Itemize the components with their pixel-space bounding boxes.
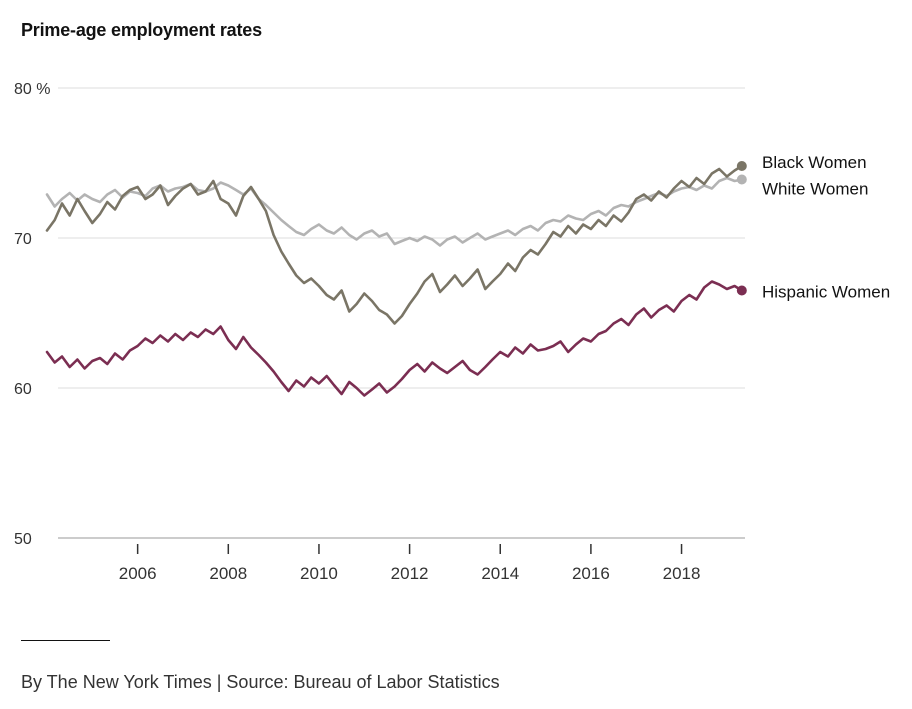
series-end-dot-hispanic-women [736, 285, 747, 296]
series-line-black-women [45, 164, 744, 325]
y-tick-label: 60 [14, 381, 32, 398]
series-end-dot-black-women [736, 161, 747, 171]
x-tick-label: 2008 [209, 564, 247, 583]
x-tick-label: 2006 [119, 564, 157, 583]
x-tick-label: 2010 [300, 564, 338, 583]
series-line-hispanic-women [45, 280, 744, 397]
series-end-labels: White Women Black Women Hispanic Women [762, 153, 890, 302]
y-tick-label: 70 [14, 231, 32, 248]
y-axis: 80 % 70 60 50 [14, 81, 50, 548]
series-label-hispanic-women: Hispanic Women [762, 283, 890, 302]
grid-lines [58, 87, 745, 539]
series-line-white-women [45, 176, 744, 247]
source-credit: By The New York Times | Source: Bureau o… [21, 672, 500, 692]
x-tick-label: 2016 [572, 564, 610, 583]
series-label-black-women: Black Women [762, 153, 867, 172]
series-end-dot-white-women [736, 174, 747, 185]
y-tick-label: 80 % [14, 81, 50, 98]
x-axis: 2006 2008 2010 2012 2014 2016 2018 [119, 544, 701, 583]
series-lines [45, 161, 747, 397]
series-label-white-women: White Women [762, 180, 868, 199]
x-tick-label: 2014 [481, 564, 519, 583]
x-tick-label: 2012 [391, 564, 429, 583]
chart-title: Prime-age employment rates [21, 20, 262, 40]
footer-rule [21, 640, 110, 641]
y-tick-label: 50 [14, 531, 32, 548]
x-tick-label: 2018 [663, 564, 701, 583]
